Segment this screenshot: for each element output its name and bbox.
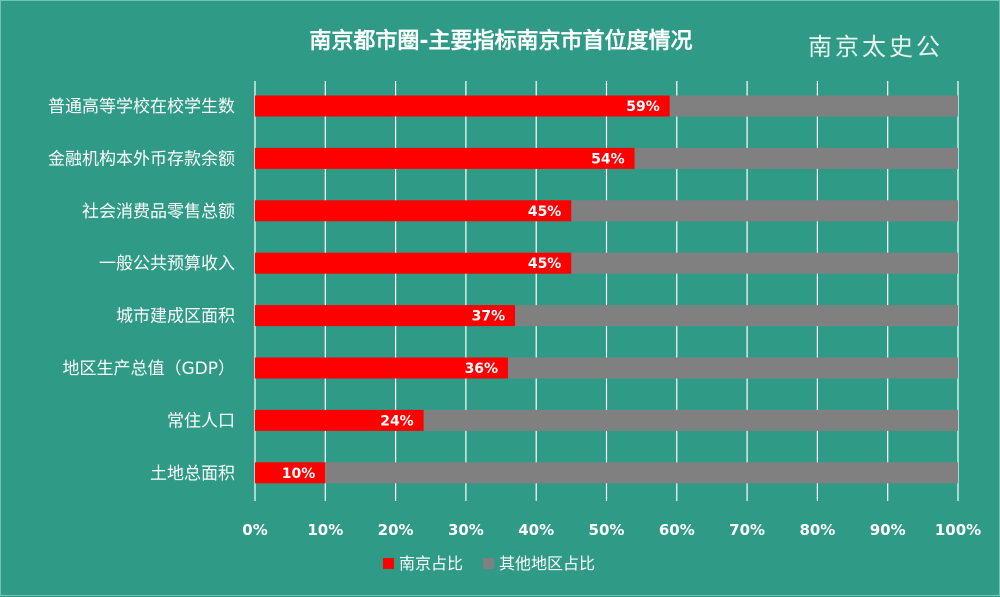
category-label: 一般公共预算收入	[99, 254, 235, 274]
bar-others	[571, 252, 958, 274]
watermark: 南京太史公	[808, 33, 943, 61]
category-label: 城市建成区面积	[116, 307, 235, 327]
x-tick-label: 0%	[242, 521, 267, 539]
x-tick-label: 10%	[307, 521, 343, 539]
category-label: 普通高等学校在校学生数	[48, 97, 235, 117]
chart-title: 南京都市圈-主要指标南京市首位度情况	[309, 29, 693, 54]
category-label: 地区生产总值（GDP）	[62, 359, 235, 379]
bar-others	[508, 357, 958, 379]
x-tick-label: 20%	[378, 521, 414, 539]
bar-nanjing	[255, 95, 670, 117]
data-label: 37%	[472, 309, 506, 325]
bar-nanjing	[255, 357, 509, 379]
category-label: 金融机构本外币存款余额	[48, 149, 235, 169]
data-label: 59%	[626, 99, 660, 115]
data-label: 24%	[380, 413, 414, 429]
x-tick-label: 80%	[799, 521, 835, 539]
legend-swatch-nanjing	[383, 558, 394, 569]
x-tick-label: 40%	[518, 521, 554, 539]
x-tick-label: 30%	[448, 521, 484, 539]
bar-others	[423, 409, 959, 431]
legend-swatch-others	[483, 558, 495, 569]
bar-nanjing	[255, 147, 635, 169]
data-label: 45%	[528, 204, 562, 220]
bar-nanjing	[255, 462, 326, 484]
bar-others	[325, 462, 958, 484]
category-label: 常住人口	[167, 411, 235, 431]
x-tick-label: 90%	[870, 521, 906, 539]
data-label: 10%	[282, 466, 316, 482]
legend-label-nanjing: 南京占比	[399, 554, 463, 573]
bar-nanjing	[255, 409, 424, 431]
bar-others	[634, 147, 958, 169]
category-label: 土地总面积	[150, 464, 235, 484]
x-tick-label: 70%	[729, 521, 765, 539]
data-label: 36%	[465, 361, 499, 377]
bar-nanjing	[255, 305, 516, 327]
bar-nanjing	[255, 200, 572, 222]
bar-nanjing	[255, 252, 572, 274]
x-tick-label: 50%	[589, 521, 625, 539]
x-tick-label: 60%	[659, 521, 695, 539]
legend-label-others: 其他地区占比	[499, 554, 595, 573]
category-label: 社会消费品零售总额	[82, 202, 235, 222]
data-label: 54%	[591, 151, 625, 167]
bar-others	[571, 200, 958, 222]
data-label: 45%	[528, 256, 562, 272]
x-tick-label: 100%	[935, 521, 981, 539]
bar-others	[669, 95, 958, 117]
bar-others	[515, 305, 958, 327]
